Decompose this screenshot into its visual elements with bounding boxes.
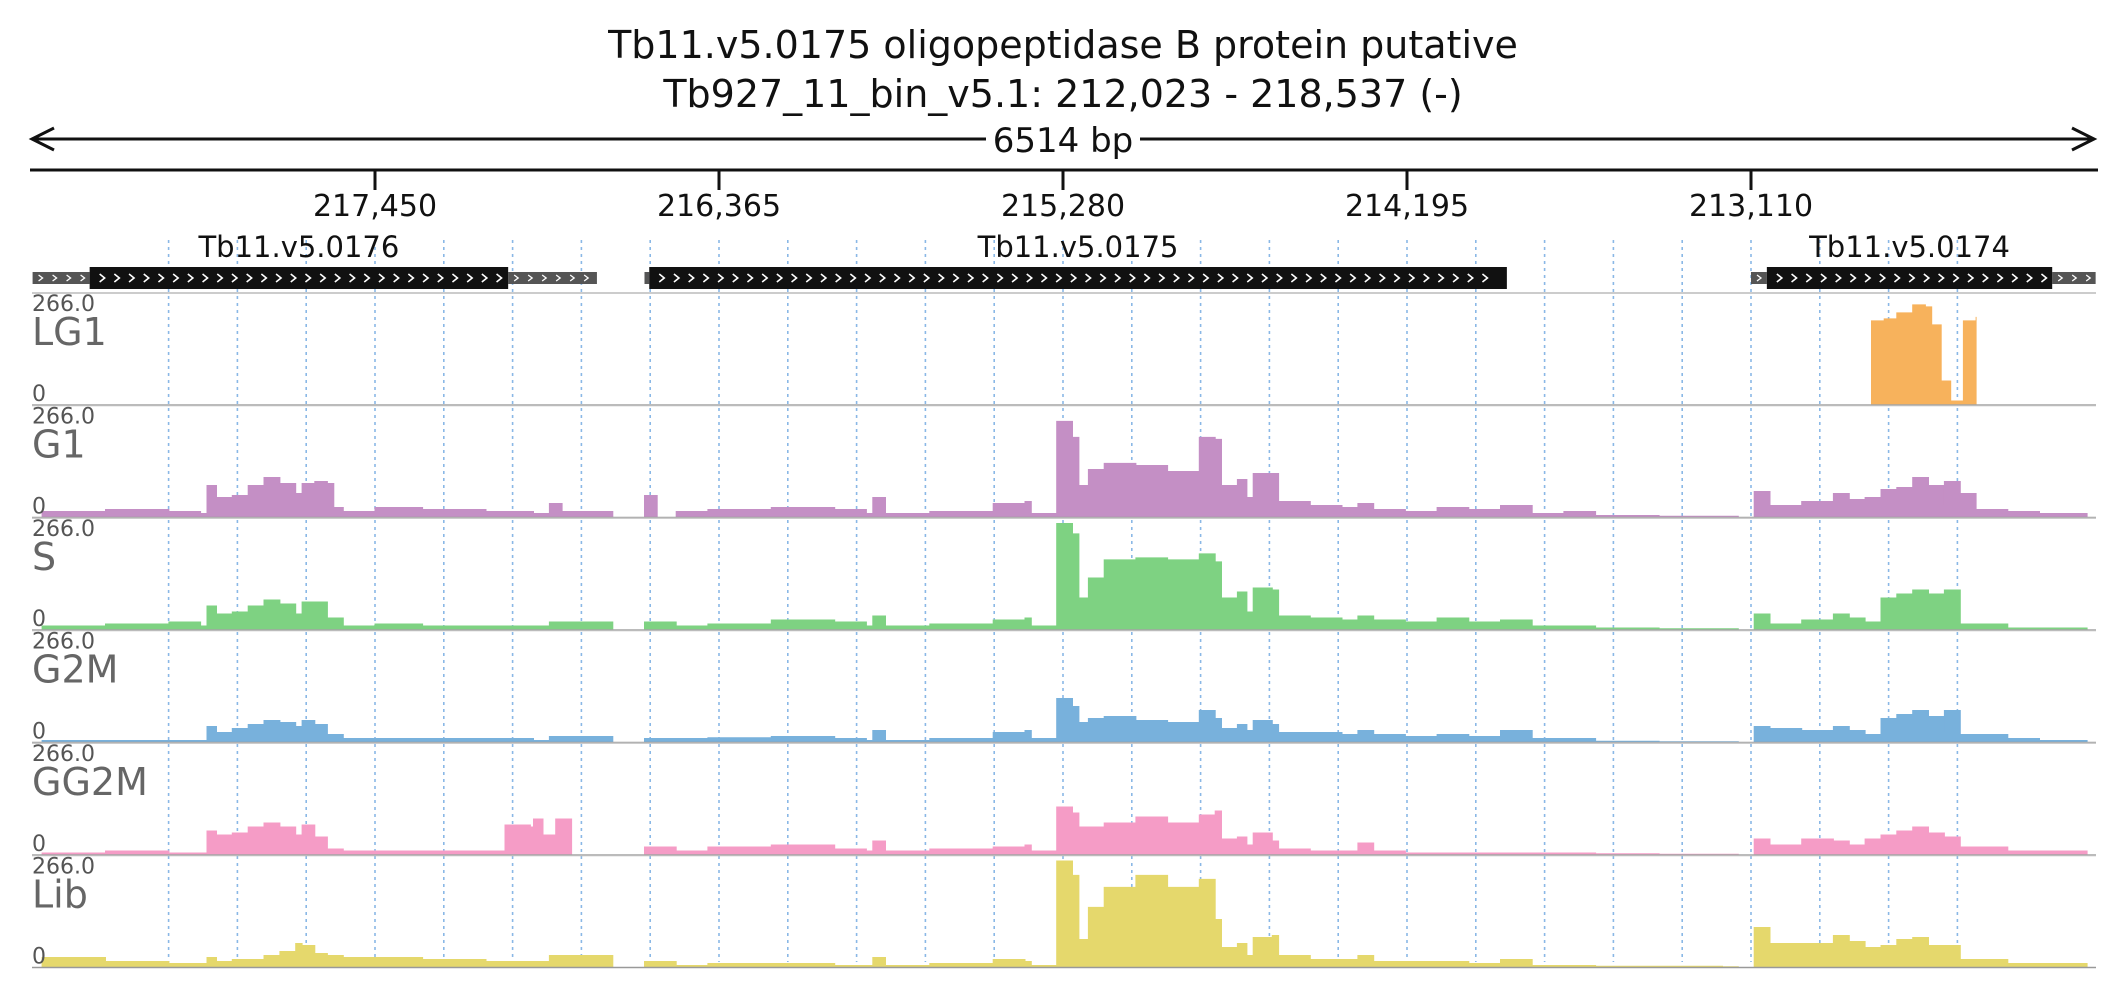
axis-tick-label: 213,110 (1689, 189, 1813, 224)
track-min-label: 0 (32, 495, 46, 520)
axis-tick-label: 215,280 (1001, 189, 1125, 224)
track-max-label: 266.0 (32, 742, 95, 767)
span-label: 6514 bp (993, 121, 1134, 161)
track-min-label: 0 (32, 832, 46, 857)
coverage-area (1871, 304, 1977, 406)
gene-cds (649, 267, 1507, 289)
gene-utr (508, 272, 597, 284)
gene-utr (32, 272, 90, 284)
track-min-label: 0 (32, 607, 46, 632)
coordinate-axis: 217,450 216,365 215,280 214,195 213,110 (30, 168, 2098, 224)
coverage-area (41, 420, 2088, 518)
gene-Tb11.v5.0174[interactable]: Tb11.v5.0174 (1751, 230, 2096, 289)
chart-subtitle: Tb927_11_bin_v5.1: 212,023 - 218,537 (-) (662, 72, 1462, 116)
track-name: S (32, 535, 56, 579)
track-name: LG1 (32, 310, 107, 354)
gene-utr (644, 272, 650, 284)
coverage-area (41, 806, 2088, 856)
gene-cds (1766, 267, 2053, 289)
track-min-label: 0 (32, 945, 46, 970)
gene-Tb11.v5.0175[interactable]: Tb11.v5.0175 (644, 230, 1507, 289)
track-name: G2M (32, 648, 118, 692)
track-name: G1 (32, 423, 86, 467)
gene-track: Tb11.v5.0176 Tb11.v5.0175 Tb11.v5.0174 (32, 230, 2096, 289)
axis-tick-label: 217,450 (313, 189, 437, 224)
coverage-area (41, 698, 2088, 743)
axis-tick-label: 216,365 (657, 189, 781, 224)
coverage-tracks: 266.0LG10266.0G10266.0S0266.0G2M0266.0GG… (32, 292, 2096, 970)
gene-utr (1751, 272, 1767, 284)
track-max-label: 266.0 (32, 405, 95, 430)
span-ruler: 6514 bp (28, 118, 2098, 161)
gene-label: Tb11.v5.0174 (1808, 230, 2010, 264)
track-name: GG2M (32, 760, 148, 804)
track-max-label: 266.0 (32, 292, 95, 317)
track-S: 266.0S 0 (32, 517, 2096, 632)
chart-title: Tb11.v5.0175 oligopeptidase B protein pu… (607, 23, 1518, 67)
track-G1: 266.0G1 0 (32, 405, 2096, 520)
coverage-area (41, 523, 2088, 631)
gene-label: Tb11.v5.0176 (197, 230, 399, 264)
track-name: Lib (32, 873, 88, 917)
track-max-label: 266.0 (32, 630, 95, 655)
track-max-label: 266.0 (32, 517, 95, 542)
gene-label: Tb11.v5.0175 (977, 230, 1179, 264)
gene-utr (2052, 272, 2096, 284)
track-max-label: 266.0 (32, 855, 95, 880)
axis-tick-label: 214,195 (1345, 189, 1469, 224)
track-min-label: 0 (32, 720, 46, 745)
coverage-area (41, 860, 2088, 968)
gene-Tb11.v5.0176[interactable]: Tb11.v5.0176 (32, 230, 597, 289)
track-min-label: 0 (32, 382, 46, 407)
gene-cds (89, 267, 509, 289)
